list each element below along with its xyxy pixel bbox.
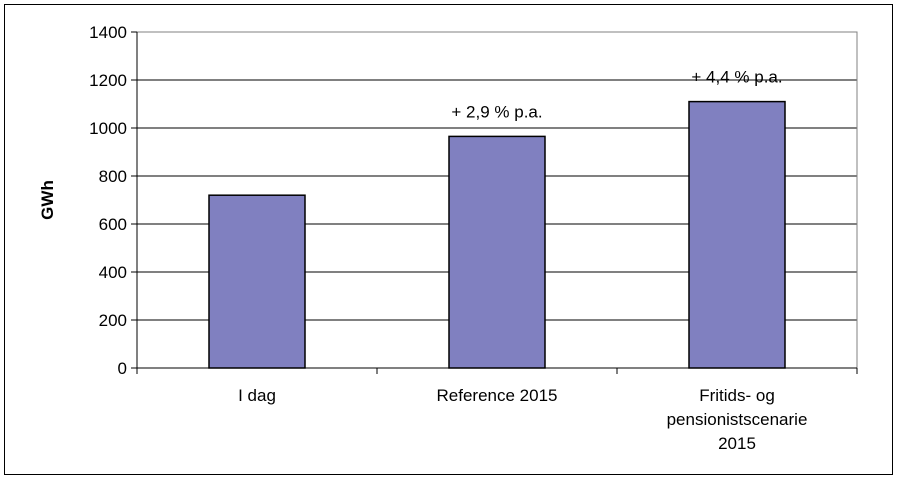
y-tick-labels: 0 200 400 600 800 1000 1200 1400 (89, 23, 127, 378)
y-tick-label: 400 (99, 263, 127, 282)
x-category-label: Reference 2015 (437, 386, 558, 405)
y-axis-label: GWh (38, 180, 57, 220)
bar-chart: 0 200 400 600 800 1000 1200 1400 I dag Reference… (38, 23, 858, 453)
y-tick-label: 600 (99, 215, 127, 234)
bar (688, 100, 786, 369)
bar (448, 135, 546, 369)
bar (208, 194, 306, 369)
y-tick-label: 800 (99, 167, 127, 186)
x-category-label: Fritids- og pensionistscenarie 2015 (667, 386, 808, 453)
bar-annotation: + 4,4 % p.a. (691, 68, 782, 87)
bars (208, 100, 786, 369)
category-labels: I dag Reference 2015 Fritids- og pensionist… (238, 386, 807, 453)
y-tick-label: 1000 (89, 119, 127, 138)
bar-annotation: + 2,9 % p.a. (451, 102, 542, 121)
y-tick-label: 0 (118, 359, 127, 378)
axes (131, 31, 858, 374)
bar-annotations: + 2,9 % p.a. + 4,4 % p.a. (451, 68, 782, 122)
chart-frame: 0 200 400 600 800 1000 1200 1400 I dag Reference… (4, 4, 893, 475)
y-tick-label: 1200 (89, 71, 127, 90)
x-category-label: I dag (238, 386, 276, 405)
y-tick-label: 200 (99, 311, 127, 330)
y-tick-label: 1400 (89, 23, 127, 42)
